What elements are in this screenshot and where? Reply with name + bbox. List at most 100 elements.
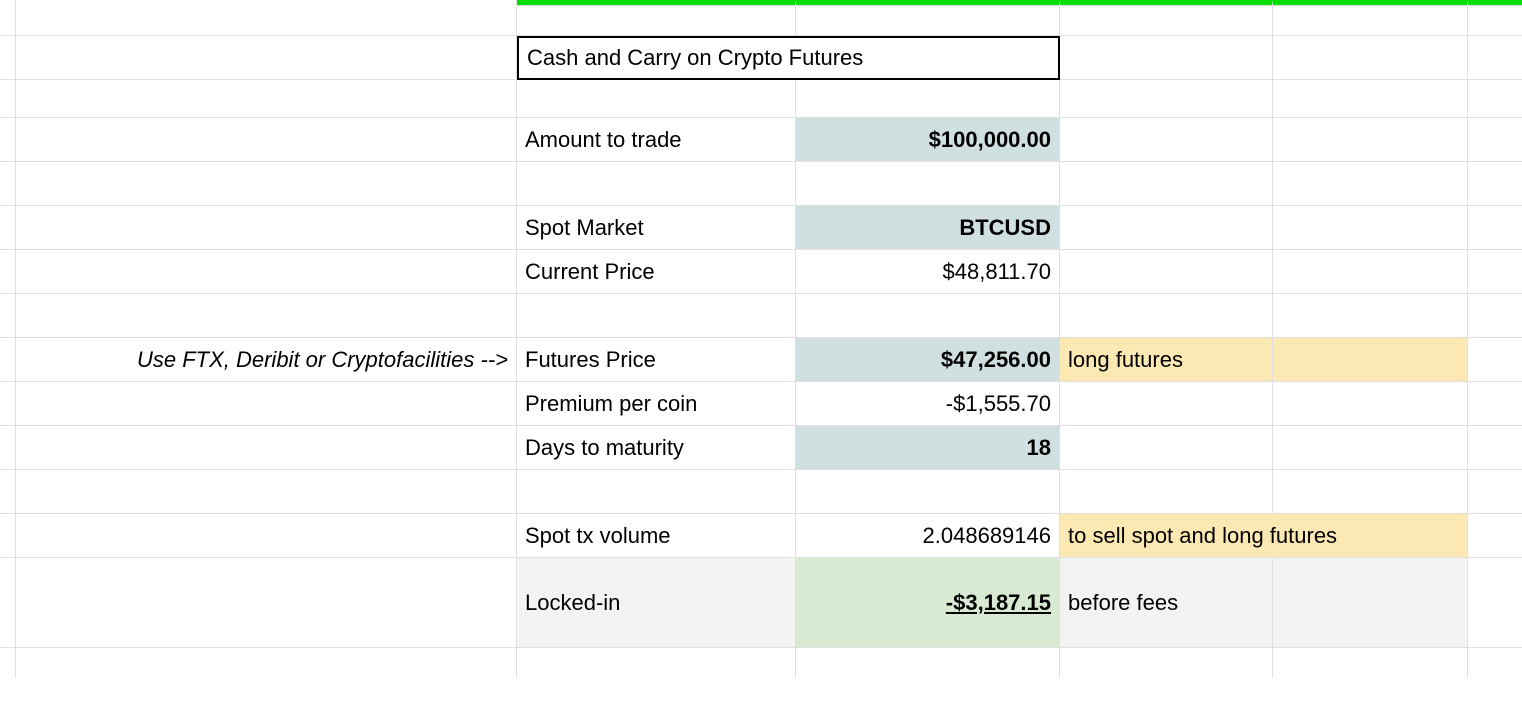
cell[interactable] [1060,36,1273,80]
cell[interactable] [1273,382,1468,426]
cell[interactable] [517,162,796,206]
cell[interactable] [16,118,517,162]
cell[interactable] [1060,206,1273,250]
cell[interactable] [1060,162,1273,206]
spot-market-label-cell[interactable]: Spot Market [517,206,796,250]
spreadsheet-grid[interactable]: Cash and Carry on Crypto Futures Amount … [0,0,1522,678]
cell[interactable] [1060,426,1273,470]
cell[interactable] [1060,648,1273,678]
cell[interactable] [1468,470,1522,514]
cell[interactable] [1273,558,1468,648]
days-value-cell[interactable]: 18 [796,426,1060,470]
cell[interactable] [16,648,517,678]
cell[interactable] [1273,294,1468,338]
cell[interactable] [1468,514,1522,558]
cell[interactable] [1468,6,1522,36]
cell[interactable] [796,80,1060,118]
amount-value-cell[interactable]: $100,000.00 [796,118,1060,162]
current-price-value-cell[interactable]: $48,811.70 [796,250,1060,294]
spot-tx-note: to sell spot and long futures [1068,523,1337,549]
cell[interactable] [1060,382,1273,426]
locked-value-cell[interactable]: -$3,187.15 [796,558,1060,648]
cell[interactable] [16,558,517,648]
cell[interactable] [1273,36,1468,80]
cell[interactable] [517,470,796,514]
cell[interactable] [16,250,517,294]
cell[interactable] [1060,294,1273,338]
cell[interactable] [1060,470,1273,514]
cell[interactable] [1273,6,1468,36]
cell[interactable] [1273,118,1468,162]
premium-label-cell[interactable]: Premium per coin [517,382,796,426]
cell[interactable] [1468,80,1522,118]
cell[interactable] [16,0,517,5]
spot-tx-value-cell[interactable]: 2.048689146 [796,514,1060,558]
cell[interactable] [16,382,517,426]
row-header [0,118,16,162]
cell[interactable] [517,648,796,678]
cell[interactable] [1468,162,1522,206]
title-cell[interactable]: Cash and Carry on Crypto Futures [517,36,1060,80]
spot-market-value-cell[interactable]: BTCUSD [796,206,1060,250]
cell[interactable] [1273,162,1468,206]
cell[interactable] [1468,382,1522,426]
cell[interactable] [1468,118,1522,162]
note-left-cell[interactable]: Use FTX, Deribit or Cryptofacilities --> [16,338,517,382]
cell[interactable] [1273,426,1468,470]
cell[interactable] [1468,648,1522,678]
cell[interactable] [16,36,517,80]
cell[interactable] [1060,250,1273,294]
cell[interactable] [796,6,1060,36]
cell[interactable] [1273,80,1468,118]
cell[interactable] [1273,206,1468,250]
cell[interactable] [796,470,1060,514]
spot-market-value: BTCUSD [959,215,1051,241]
current-price-label-cell[interactable]: Current Price [517,250,796,294]
row-header [0,36,16,80]
cell[interactable] [16,6,517,36]
cell[interactable] [796,294,1060,338]
spot-tx-note-cell[interactable]: to sell spot and long futures [1060,514,1468,558]
row-header [0,514,16,558]
cell[interactable] [1273,470,1468,514]
cell[interactable] [16,470,517,514]
row-header [0,648,16,678]
locked-label-cell[interactable]: Locked-in [517,558,796,648]
cell[interactable] [1468,250,1522,294]
cell[interactable] [1060,6,1273,36]
cell[interactable] [16,162,517,206]
cell[interactable] [517,6,796,36]
cell[interactable] [16,294,517,338]
spot-tx-label-cell[interactable]: Spot tx volume [517,514,796,558]
days-label-cell[interactable]: Days to maturity [517,426,796,470]
row-header [0,162,16,206]
cell[interactable] [16,80,517,118]
spot-market-label: Spot Market [525,215,644,241]
cell[interactable] [16,206,517,250]
cell[interactable] [1273,250,1468,294]
cell[interactable] [517,294,796,338]
cell[interactable] [1468,36,1522,80]
cell[interactable] [1273,648,1468,678]
cell[interactable] [1468,426,1522,470]
cell[interactable] [1468,338,1522,382]
futures-price-label-cell[interactable]: Futures Price [517,338,796,382]
cell[interactable] [16,514,517,558]
cell[interactable] [16,426,517,470]
note-left: Use FTX, Deribit or Cryptofacilities --> [137,347,508,373]
cell[interactable] [1468,294,1522,338]
cell[interactable] [796,648,1060,678]
cell[interactable] [1468,558,1522,648]
cell[interactable] [796,162,1060,206]
locked-note-cell[interactable]: before fees [1060,558,1273,648]
amount-label-cell[interactable]: Amount to trade [517,118,796,162]
futures-note: long futures [1068,347,1183,373]
premium-value-cell[interactable]: -$1,555.70 [796,382,1060,426]
cell[interactable] [1060,118,1273,162]
cell[interactable] [1060,80,1273,118]
futures-price-value-cell[interactable]: $47,256.00 [796,338,1060,382]
futures-note-cell[interactable]: long futures [1060,338,1273,382]
cell[interactable] [1273,338,1468,382]
cell[interactable] [1468,206,1522,250]
cell[interactable] [517,80,796,118]
